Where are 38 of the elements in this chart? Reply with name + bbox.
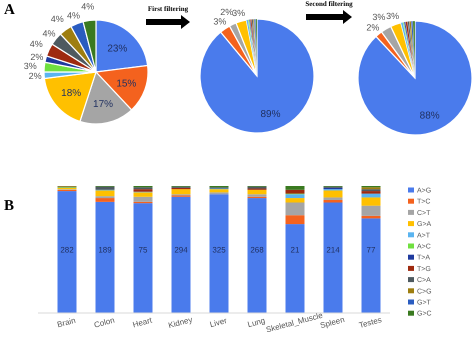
annotation: 75 xyxy=(138,245,148,254)
data-label: 88% xyxy=(420,110,440,122)
data-label: 2% xyxy=(28,70,42,81)
text: B xyxy=(4,198,14,214)
data-label: 15% xyxy=(116,78,136,90)
data-label: 4% xyxy=(50,14,64,24)
data-label: 4% xyxy=(67,10,80,20)
data-label: 3% xyxy=(232,8,246,18)
data-label: 4% xyxy=(42,28,56,38)
data-label: 17% xyxy=(93,98,114,110)
x-tick-label: Heart xyxy=(132,316,154,330)
data-label: 89% xyxy=(260,109,281,120)
data-label: 18% xyxy=(61,88,82,100)
data-label: 4% xyxy=(81,2,94,12)
annotation: 189 xyxy=(98,245,112,254)
data-label: 3% xyxy=(24,60,37,71)
x-tick-label: Liver xyxy=(208,316,228,330)
data-label: 3% xyxy=(213,16,226,27)
data-label: 2% xyxy=(366,22,380,32)
x-tick-label: Kidney xyxy=(167,315,194,330)
data-label: 3% xyxy=(386,11,400,22)
annotation: 294 xyxy=(174,245,188,254)
annotation: 325 xyxy=(212,245,226,254)
data-label: 2% xyxy=(220,6,234,17)
text: A xyxy=(4,2,15,18)
data-label: 2% xyxy=(30,52,44,62)
annotation: 21 xyxy=(290,245,300,254)
annotation: 268 xyxy=(250,245,264,254)
data-label: 4% xyxy=(30,39,43,50)
x-tick-label: Brain xyxy=(56,316,77,330)
annotation: 214 xyxy=(326,245,340,254)
annotation: 77 xyxy=(366,245,376,254)
annotation: 282 xyxy=(60,245,74,254)
x-tick-label: Colon xyxy=(93,316,116,330)
x-tick-label: Testes xyxy=(358,315,383,330)
data-label: 23% xyxy=(107,43,128,54)
x-tick-label: Lung xyxy=(246,316,266,330)
data-label: 3% xyxy=(372,12,386,22)
